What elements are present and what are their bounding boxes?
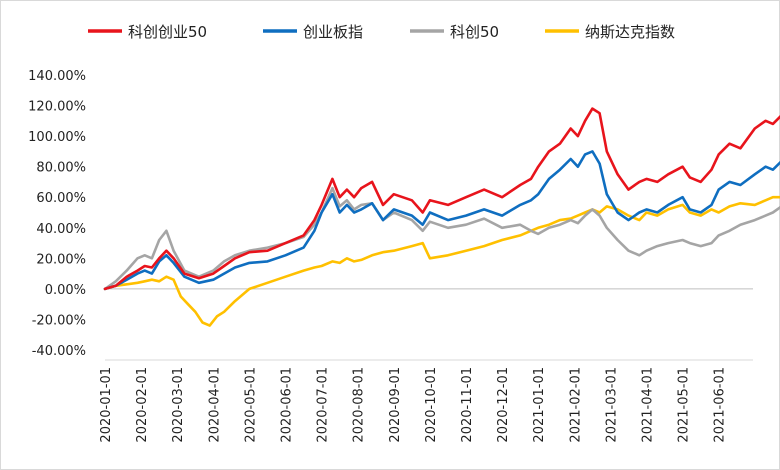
legend-label: 纳斯达克指数 <box>585 23 675 41</box>
legend-label: 科创50 <box>450 23 499 41</box>
series-line-3 <box>103 195 780 327</box>
x-tick-label: 2020-02-01 <box>135 367 150 443</box>
x-tick-label: 2020-03-01 <box>171 367 186 443</box>
y-tick-label: 60.00% <box>36 191 86 206</box>
y-tick-label: -20.00% <box>32 313 86 328</box>
y-tick-label: 80.00% <box>36 161 86 176</box>
legend-item: 纳斯达克指数 <box>545 23 675 41</box>
legend-label: 科创创业50 <box>128 23 207 41</box>
legend-item: 科创50 <box>410 23 499 41</box>
x-tick-label: 2020-05-01 <box>243 367 258 443</box>
series-line-1 <box>103 150 780 291</box>
y-tick-label: 40.00% <box>36 222 86 237</box>
legend-label: 创业板指 <box>303 23 363 41</box>
legend: 科创创业50 创业板指 科创50 纳斯达克指数 <box>88 23 675 41</box>
x-tick-label: 2020-09-01 <box>388 367 403 443</box>
x-axis: 2020-01-01 2020-02-01 2020-03-01 2020-04-01… <box>99 359 753 443</box>
legend-item: 创业板指 <box>263 23 363 41</box>
legend-item: 科创创业50 <box>88 23 207 41</box>
x-tick-label: 2020-06-01 <box>280 367 295 443</box>
series-line-0 <box>103 107 780 291</box>
x-tick-label: 2020-04-01 <box>207 367 222 443</box>
x-tick-label: 2021-01-01 <box>532 367 547 443</box>
x-tick-label: 2020-08-01 <box>352 367 367 443</box>
y-tick-label: 140.00% <box>28 69 86 84</box>
x-tick-label: 2021-03-01 <box>604 367 619 443</box>
y-tick-label: 0.00% <box>45 283 86 298</box>
x-tick-label: 2020-12-01 <box>496 367 511 443</box>
x-tick-label: 2021-05-01 <box>677 367 692 443</box>
x-tick-label: 2020-10-01 <box>424 367 439 443</box>
x-tick-label: 2021-06-01 <box>713 367 728 443</box>
x-tick-label: 2021-02-01 <box>568 367 583 443</box>
series-layer <box>103 107 780 327</box>
y-tick-label: -40.00% <box>32 344 86 359</box>
x-tick-label: 2020-11-01 <box>460 367 475 443</box>
x-tick-label: 2020-07-01 <box>316 367 331 443</box>
y-tick-label: 120.00% <box>28 100 86 115</box>
y-tick-label: 100.00% <box>28 130 86 145</box>
y-axis: 140.00% 120.00% 100.00% 80.00% 60.00% 40.00% 2… <box>28 69 86 359</box>
x-tick-label: 2020-01-01 <box>99 367 114 443</box>
x-tick-label: 2021-04-01 <box>641 367 656 443</box>
y-tick-label: 20.00% <box>36 252 86 267</box>
series-line-2 <box>103 186 780 291</box>
